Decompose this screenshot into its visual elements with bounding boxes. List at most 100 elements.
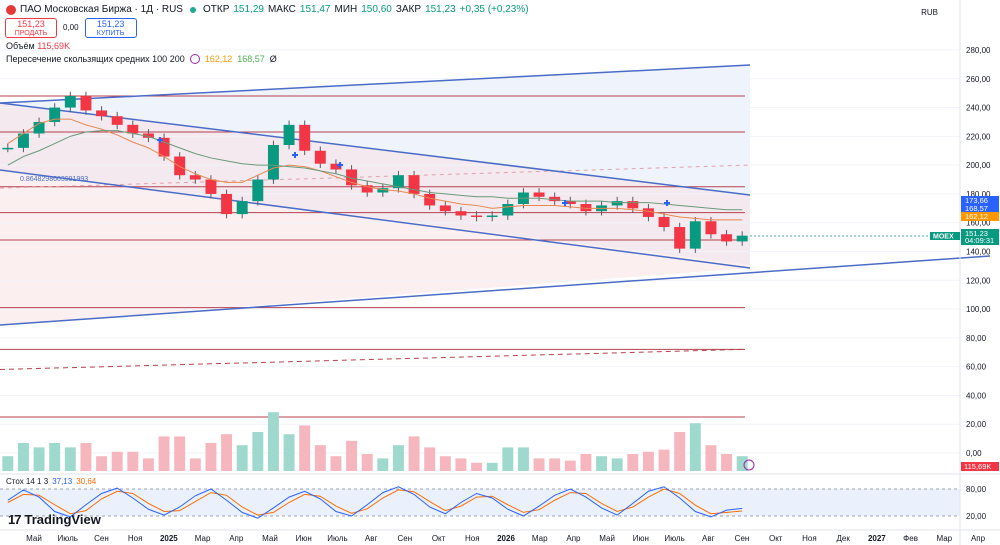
stoch-d-line <box>7 488 743 516</box>
sell-label: ПРОДАТЬ <box>14 30 48 37</box>
ma100-value: 162,12 <box>204 54 233 64</box>
volume-bar <box>455 458 467 471</box>
time-tick-label: Ноя <box>465 534 480 543</box>
stoch-band <box>0 489 960 516</box>
volume-bar <box>17 443 29 471</box>
candle-body <box>658 216 670 228</box>
candle-body <box>392 175 404 189</box>
price-label-text: 168,57 <box>965 204 988 213</box>
candle-body <box>502 204 514 216</box>
time-tick-label: Апр <box>229 534 244 543</box>
time-axis[interactable]: Май Июль Сен Ноя 2025 Мар Апр Май Июн Июль Авг Сен О… <box>26 534 985 543</box>
volume-bar <box>111 451 123 471</box>
symbol-row: ПАО Московская Биржа · 1Д · RUS ОТКР 151,… <box>6 4 529 15</box>
cross-marker <box>157 137 163 143</box>
time-tick-label: Авг <box>702 534 715 543</box>
indicator-visibility-icon[interactable] <box>189 54 200 64</box>
grid-lines <box>0 49 960 454</box>
volume-bar <box>642 451 654 471</box>
price-label-bg <box>961 229 999 238</box>
candle-body <box>33 121 45 134</box>
time-tick-label: Ноя <box>802 534 817 543</box>
time-tick-label: Май <box>599 534 615 543</box>
volume-bar <box>174 436 186 471</box>
price-label-text: 162,12 <box>965 212 988 221</box>
price-axis[interactable]: 280,00 260,00 240,00 220,00 200,00 180,00 160,… <box>959 0 991 545</box>
buy-button[interactable]: 151,23 КУПИТЬ <box>84 18 137 38</box>
time-tick-label: Мар <box>936 534 952 543</box>
time-tick-label: Авг <box>365 534 378 543</box>
volume-bar <box>674 432 686 471</box>
time-tick-label: Мар <box>532 534 548 543</box>
trend-line <box>0 64 751 104</box>
price-tick-label: 100,00 <box>966 305 991 314</box>
volume-bar <box>2 456 14 471</box>
price-label-text: 173,66 <box>965 196 988 205</box>
stoch-k-value: 37,13 <box>52 477 73 486</box>
price-tick-label: 140,00 <box>966 248 991 257</box>
ma-indicator-label: Пересечение скользящих средних 100 200 <box>6 54 185 64</box>
price-tick-label: 280,00 <box>966 46 991 55</box>
candle-body <box>377 188 389 193</box>
time-tick-label: Июль <box>58 534 78 543</box>
volume-bar <box>689 423 701 471</box>
candle-body <box>174 156 186 176</box>
close-value: 151,23 <box>425 4 456 15</box>
open-label: ОТКР <box>202 4 230 15</box>
inner-channel-fill <box>0 103 750 265</box>
volume-bar <box>471 462 483 471</box>
volume-bar <box>502 447 514 471</box>
time-tick-label: Июн <box>296 534 312 543</box>
time-tick-label: Окт <box>432 534 446 543</box>
stochastic-pane <box>0 473 1000 531</box>
trend-line <box>0 255 991 326</box>
candle-body <box>2 147 14 150</box>
volume-bar <box>64 447 76 471</box>
candle-body <box>549 196 561 202</box>
price-tick-label: 60,00 <box>966 363 987 372</box>
volume-bar <box>392 445 404 471</box>
price-label-bg <box>961 236 999 245</box>
time-tick-label: Мар <box>195 534 211 543</box>
price-tick-label: 120,00 <box>966 276 991 285</box>
stochastic-legend[interactable]: Стох 14 1 3 37,13 30,64 <box>6 477 96 486</box>
candle-body <box>361 185 373 193</box>
volume-legend[interactable]: Объём 115,69K <box>6 41 70 51</box>
symbol-title[interactable]: ПАО Московская Биржа · 1Д · RUS <box>20 4 183 15</box>
time-tick-label: Июль <box>664 534 684 543</box>
price-tick-label: 240,00 <box>966 104 991 113</box>
ma200-value: 168,57 <box>237 54 265 64</box>
price-tick-label: 80,00 <box>966 334 987 343</box>
change-value: +0,35 (+0,23%) <box>459 4 529 15</box>
candle-body <box>205 179 217 194</box>
volume-bar <box>517 447 529 471</box>
candle-body <box>408 175 420 194</box>
candle-body <box>330 163 342 170</box>
tradingview-logo[interactable]: 17 TradingView <box>8 512 101 527</box>
high-value: 151,47 <box>299 4 331 15</box>
dashed-level-line <box>0 348 746 371</box>
sell-button[interactable]: 151,23 ПРОДАТЬ <box>5 18 57 38</box>
candle-body <box>221 193 233 215</box>
price-tick-label: 260,00 <box>966 75 991 84</box>
trade-buttons: 151,23 ПРОДАТЬ 0,00 151,23 КУПИТЬ <box>5 18 137 38</box>
volume-bar <box>705 445 717 471</box>
time-tick-label: Апр <box>566 534 581 543</box>
volume-bar <box>564 460 576 471</box>
time-tick-label: 2026 <box>497 534 515 543</box>
candle-body <box>346 169 358 186</box>
ma-legend[interactable]: Пересечение скользящих средних 100 200 1… <box>6 54 277 64</box>
candle-body <box>49 107 61 122</box>
low-value: 150,60 <box>361 4 392 15</box>
time-tick-label: Ноя <box>128 534 143 543</box>
candle-body <box>439 205 451 212</box>
buy-price: 151,23 <box>96 19 125 29</box>
price-tick-label: 40,00 <box>966 391 987 400</box>
moving-averages <box>7 118 743 221</box>
volume-bar <box>189 458 201 471</box>
volume-value: 115,69K <box>37 41 71 51</box>
time-tick-label: Июн <box>633 534 649 543</box>
currency-label[interactable]: RUB <box>921 8 938 17</box>
